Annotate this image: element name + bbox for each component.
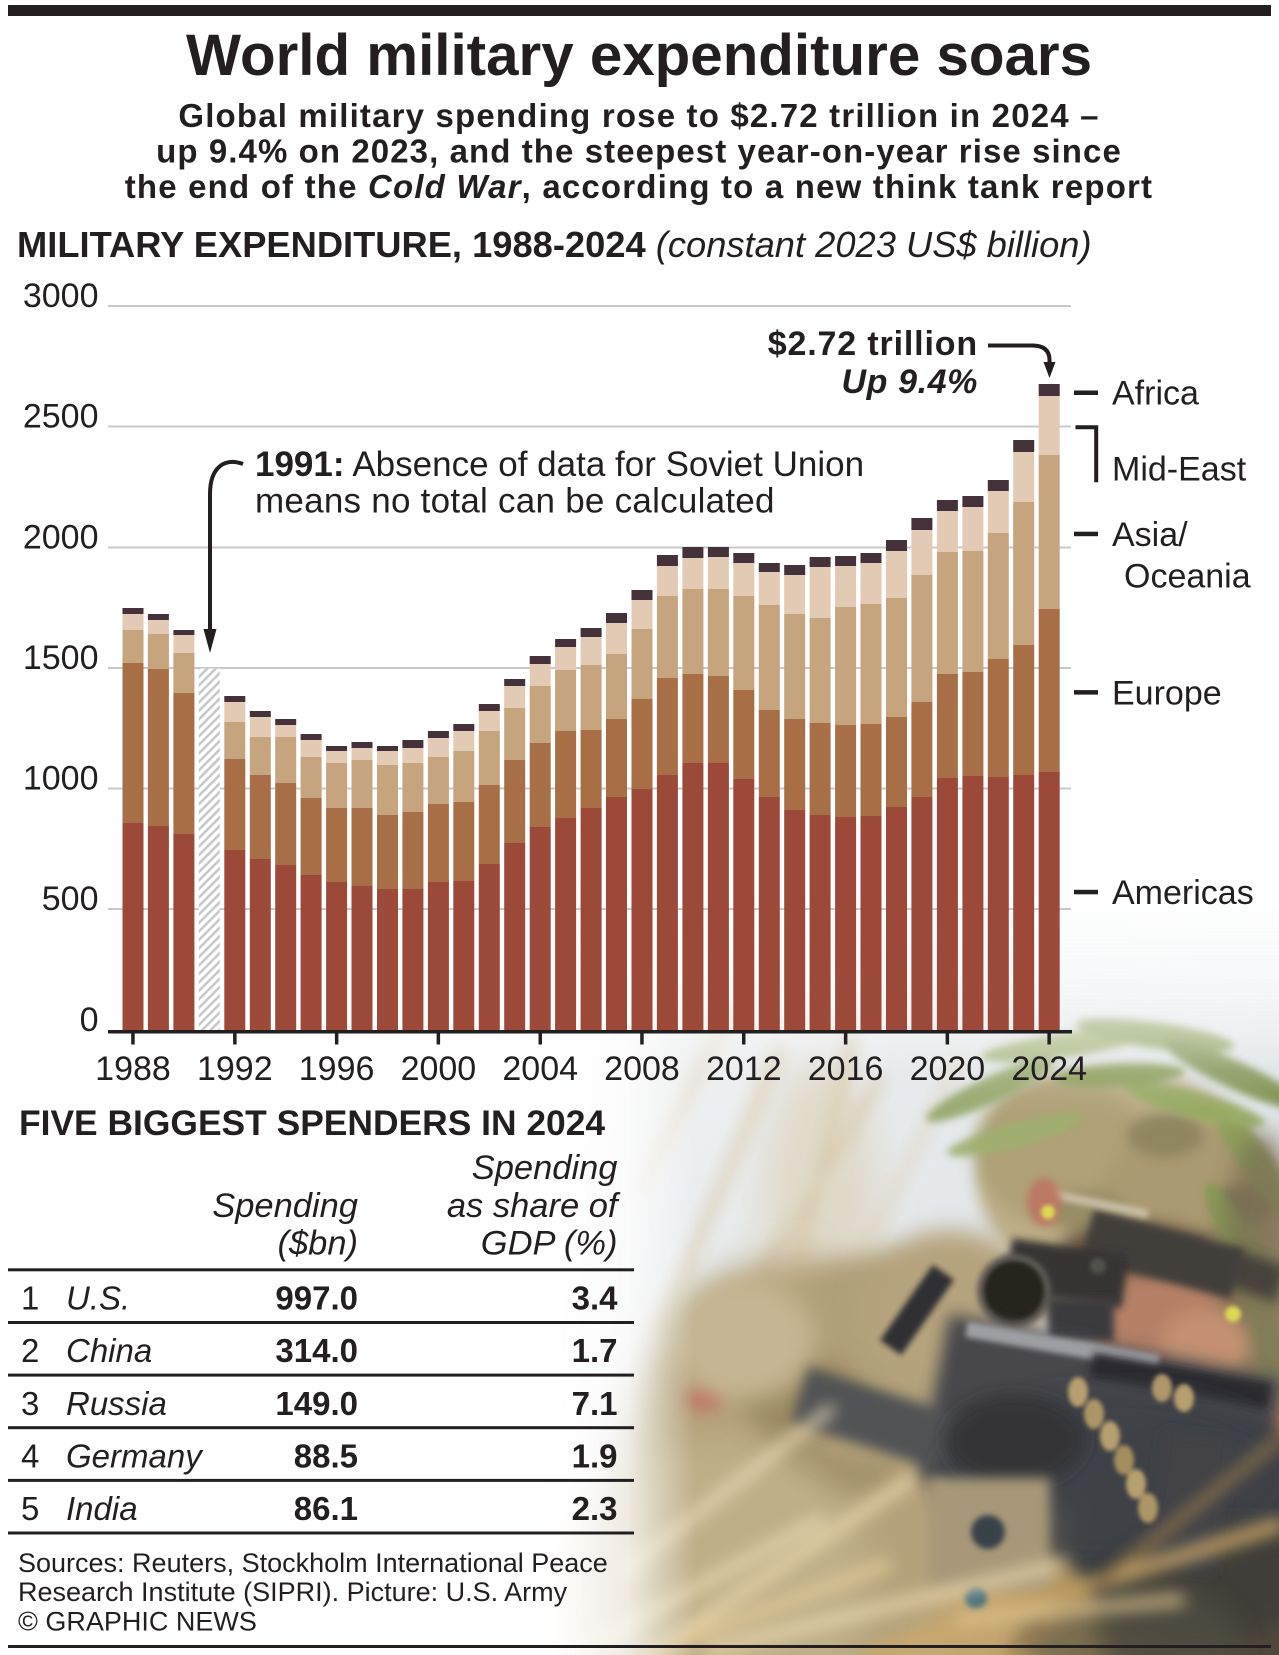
svg-text:2000: 2000 [23,519,99,557]
svg-text:2020: 2020 [910,1050,986,1088]
svg-text:2000: 2000 [401,1050,477,1088]
svg-text:Asia/: Asia/ [1112,516,1188,554]
svg-text:1.7: 1.7 [572,1332,618,1369]
svg-text:GDP (%): GDP (%) [481,1225,618,1263]
svg-text:2.3: 2.3 [572,1490,618,1527]
svg-text:1991: Absence of data for Sovi: 1991: Absence of data for Soviet Union [255,445,864,484]
svg-text:Mid-East: Mid-East [1112,451,1247,489]
svg-text:the end of the Cold War, accor: the end of the Cold War, according to a … [125,168,1153,205]
svg-text:U.S.: U.S. [66,1280,130,1317]
svg-text:3: 3 [21,1385,39,1422]
svg-text:Research Institute (SIPRI). Pi: Research Institute (SIPRI). Picture: U.S… [18,1577,568,1607]
svg-text:FIVE BIGGEST SPENDERS IN 2024: FIVE BIGGEST SPENDERS IN 2024 [19,1103,605,1143]
svg-text:2012: 2012 [706,1050,782,1088]
svg-text:1500: 1500 [23,639,99,677]
svg-text:1000: 1000 [23,760,99,798]
svg-text:2016: 2016 [808,1050,884,1088]
svg-text:India: India [66,1490,138,1527]
svg-text:88.5: 88.5 [294,1438,358,1475]
svg-text:Europe: Europe [1112,674,1222,712]
svg-text:149.0: 149.0 [275,1385,358,1422]
svg-text:7.1: 7.1 [572,1385,618,1422]
svg-text:$2.72 trillion: $2.72 trillion [768,325,978,363]
svg-text:1996: 1996 [299,1050,375,1088]
svg-text:3000: 3000 [23,277,99,315]
svg-text:Up 9.4%: Up 9.4% [842,363,978,401]
svg-text:means no total can be calculat: means no total can be calculated [255,481,775,520]
svg-text:1.9: 1.9 [572,1438,618,1475]
svg-text:2008: 2008 [604,1050,680,1088]
svg-text:1988: 1988 [95,1050,171,1088]
svg-text:1992: 1992 [197,1050,273,1088]
svg-text:3.4: 3.4 [572,1280,619,1317]
svg-text:1: 1 [21,1280,39,1317]
svg-text:© GRAPHIC NEWS: © GRAPHIC NEWS [18,1607,257,1637]
svg-text:997.0: 997.0 [275,1280,358,1317]
svg-text:Americas: Americas [1112,874,1254,912]
svg-text:Oceania: Oceania [1124,558,1251,596]
svg-text:0: 0 [80,1001,99,1039]
svg-text:World military expenditure soa: World military expenditure soars [186,23,1092,88]
svg-text:($bn): ($bn) [277,1225,358,1263]
svg-text:2: 2 [21,1332,39,1369]
svg-text:Global military spending rose: Global military spending rose to $2.72 t… [178,97,1099,134]
svg-text:Russia: Russia [66,1385,167,1422]
svg-text:Spending: Spending [472,1149,618,1187]
svg-text:314.0: 314.0 [275,1332,358,1369]
svg-text:MILITARY EXPENDITURE, 1988-202: MILITARY EXPENDITURE, 1988-2024 (constan… [17,224,1092,265]
svg-text:86.1: 86.1 [294,1490,358,1527]
svg-text:as share of: as share of [447,1187,621,1225]
svg-text:2024: 2024 [1011,1050,1087,1088]
svg-text:4: 4 [21,1438,39,1475]
svg-text:5: 5 [21,1490,39,1527]
svg-text:Sources: Reuters, Stockholm In: Sources: Reuters, Stockholm Internationa… [18,1548,608,1578]
svg-text:up 9.4% on 2023, and the steep: up 9.4% on 2023, and the steepest year-o… [156,133,1122,170]
svg-text:Africa: Africa [1112,375,1199,413]
svg-text:China: China [66,1332,152,1369]
svg-text:2004: 2004 [502,1050,578,1088]
svg-text:500: 500 [42,880,99,918]
svg-text:Spending: Spending [212,1187,358,1225]
svg-text:2500: 2500 [23,398,99,436]
svg-text:Germany: Germany [66,1438,204,1475]
